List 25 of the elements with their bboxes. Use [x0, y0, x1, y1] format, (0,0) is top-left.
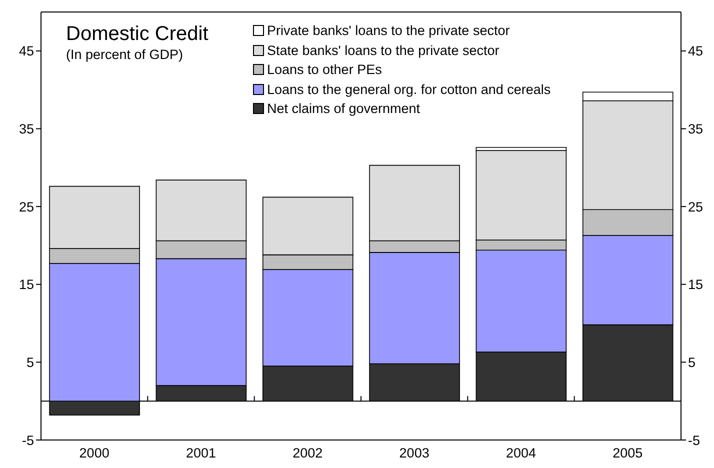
x-tick-label: 2000: [79, 446, 110, 461]
legend-label: State banks' loans to the private sector: [267, 42, 500, 60]
y2-tick-label: 45: [688, 44, 704, 59]
y-tick-label: 15: [18, 277, 34, 292]
x-tick-label: 2001: [186, 446, 216, 461]
y-tick-label: 5: [26, 354, 34, 370]
y-tick-label: 45: [18, 44, 34, 59]
y2-tick-label: -5: [688, 432, 700, 448]
text: Domestic Credit: [66, 22, 208, 46]
y-tick-label: -5: [22, 432, 34, 448]
y2-tick-label: 35: [688, 122, 704, 137]
x-tick-label: 2004: [506, 446, 536, 461]
y2-tick-label: 25: [688, 199, 704, 214]
y2-tick-label: 5: [688, 354, 696, 370]
legend-label: Private banks' loans to the private sector: [267, 22, 510, 40]
text: (In percent of GDP): [66, 46, 184, 64]
y-tick-label: 25: [18, 199, 34, 214]
x-tick-label: 2005: [612, 446, 643, 461]
x-tick-label: 2003: [399, 446, 430, 461]
legend-label: Net claims of government: [267, 100, 420, 118]
legend-label: Loans to other PEs: [267, 61, 382, 79]
y2-tick-label: 15: [688, 277, 704, 292]
legend-label: Loans to the general org. for cotton and cereals: [267, 80, 551, 99]
y-tick-label: 35: [18, 122, 34, 137]
x-tick-label: 2002: [292, 446, 323, 461]
